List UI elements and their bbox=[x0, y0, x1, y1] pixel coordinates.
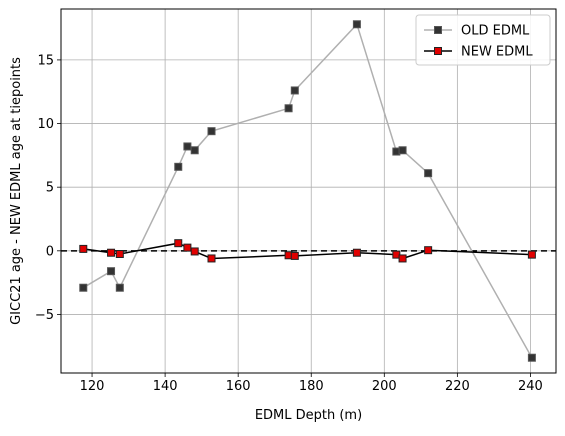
x-axis-label: EDML Depth (m) bbox=[255, 408, 362, 423]
x-tick-label: 240 bbox=[518, 379, 543, 394]
data-point-old-edml bbox=[398, 146, 407, 155]
data-point-old-edml bbox=[352, 20, 361, 29]
data-point-new-edml bbox=[290, 251, 299, 260]
legend-entry-old-edml: OLD EDML bbox=[424, 24, 530, 39]
x-tick-label: 120 bbox=[80, 379, 105, 394]
data-point-new-edml bbox=[207, 254, 216, 263]
y-tick-label: 0 bbox=[46, 244, 54, 259]
legend: OLD EDML NEW EDML bbox=[415, 14, 551, 66]
data-point-new-edml bbox=[352, 248, 361, 257]
data-point-new-edml bbox=[424, 246, 433, 255]
data-point-new-edml bbox=[79, 244, 88, 253]
data-point-new-edml bbox=[527, 250, 536, 259]
x-tick-label: 140 bbox=[153, 379, 178, 394]
data-point-new-edml bbox=[174, 239, 183, 248]
data-point-old-edml bbox=[290, 86, 299, 95]
data-point-new-edml bbox=[183, 243, 192, 252]
legend-marker-old-edml bbox=[434, 26, 442, 34]
data-point-old-edml bbox=[183, 142, 192, 151]
x-tick-label: 180 bbox=[299, 379, 324, 394]
legend-marker-new-edml bbox=[434, 47, 442, 55]
y-axis-label: GICC21 age - NEW EDML age at tiepoints bbox=[9, 57, 24, 325]
y-tick-label: 5 bbox=[46, 181, 54, 196]
series-new-edml bbox=[79, 239, 536, 263]
data-point-new-edml bbox=[190, 247, 199, 256]
data-point-new-edml bbox=[107, 248, 116, 257]
legend-box bbox=[415, 14, 551, 66]
data-point-old-edml bbox=[207, 127, 216, 136]
data-point-old-edml bbox=[115, 283, 124, 292]
data-point-old-edml bbox=[174, 162, 183, 171]
data-point-old-edml bbox=[190, 146, 199, 155]
data-point-old-edml bbox=[527, 353, 536, 362]
data-point-old-edml bbox=[107, 267, 116, 276]
series-line-old-edml bbox=[82, 22, 533, 359]
y-tick-label: −5 bbox=[35, 308, 54, 323]
legend-label-old-edml: OLD EDML bbox=[461, 24, 530, 39]
x-tick-label: 160 bbox=[226, 379, 251, 394]
data-point-new-edml bbox=[398, 254, 407, 263]
y-tick-label: 10 bbox=[37, 117, 54, 132]
series-layer bbox=[79, 20, 536, 362]
data-point-new-edml bbox=[115, 250, 124, 258]
legend-label-new-edml: NEW EDML bbox=[461, 45, 533, 60]
x-tick-label: 220 bbox=[445, 379, 470, 394]
plot-frame bbox=[60, 8, 557, 374]
data-point-old-edml bbox=[424, 169, 433, 178]
x-tick-label: 200 bbox=[372, 379, 397, 394]
ticks-layer: 120 140 160 180 200 220 240 −5 0 5 10 15 bbox=[35, 53, 543, 394]
series-old-edml bbox=[79, 20, 536, 362]
legend-entry-new-edml: NEW EDML bbox=[424, 45, 533, 60]
grid-layer bbox=[61, 9, 556, 373]
data-point-old-edml bbox=[79, 283, 88, 292]
y-tick-label: 15 bbox=[37, 53, 54, 68]
data-point-old-edml bbox=[284, 104, 293, 113]
